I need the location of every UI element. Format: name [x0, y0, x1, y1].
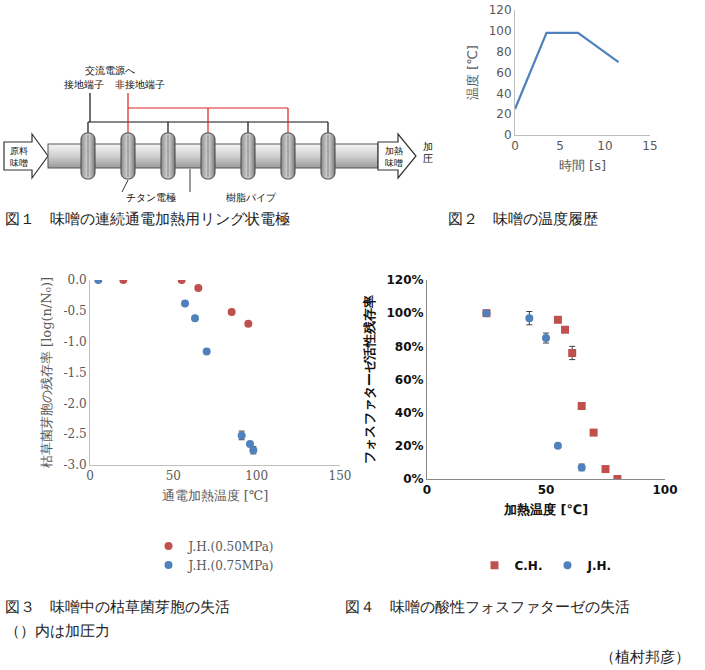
svg-text:加: 加 [423, 141, 433, 152]
svg-text:0%: 0% [403, 472, 423, 486]
svg-text:20: 20 [496, 107, 511, 121]
svg-text:C.H.: C.H. [515, 559, 543, 573]
svg-text:10: 10 [597, 139, 612, 153]
svg-text:-1.0: -1.0 [63, 335, 86, 349]
svg-text:0: 0 [504, 128, 512, 142]
svg-text:20%: 20% [395, 439, 424, 453]
svg-text:50: 50 [538, 483, 555, 497]
svg-text:100%: 100% [387, 306, 424, 320]
svg-text:温度 [℃]: 温度 [℃] [465, 45, 480, 100]
svg-text:枯草菌芽胞の残存率 [log(n/N₀)]: 枯草菌芽胞の残存率 [log(n/N₀)] [39, 277, 54, 468]
html-text:図３ 味噌中の枯草菌芽胞の失活: 図３ 味噌中の枯草菌芽胞の失活 [5, 598, 230, 616]
svg-text:60: 60 [496, 66, 511, 80]
svg-text:接地端子: 接地端子 [64, 79, 104, 90]
svg-text:加熱温度 [℃]: 加熱温度 [℃] [503, 502, 588, 517]
svg-text:非接地端子: 非接地端子 [115, 79, 165, 90]
svg-text:40%: 40% [395, 406, 424, 420]
svg-text:J.H.: J.H. [586, 559, 611, 573]
svg-text:120%: 120% [387, 273, 424, 287]
svg-text:時間 [s]: 時間 [s] [559, 158, 606, 173]
svg-text:樹脂パイプ: 樹脂パイプ [226, 192, 277, 203]
svg-text:-2.5: -2.5 [63, 427, 86, 441]
svg-text:60%: 60% [395, 373, 424, 387]
svg-text:-1.5: -1.5 [63, 366, 86, 380]
svg-text:J.H.(0.50MPa): J.H.(0.50MPa) [187, 540, 274, 554]
svg-text:80: 80 [496, 45, 511, 59]
svg-text:150: 150 [329, 469, 352, 483]
svg-text:-3.0: -3.0 [63, 458, 86, 472]
html-text:図１ 味噌の連続通電加熱用リング状電極: 図１ 味噌の連続通電加熱用リング状電極 [5, 210, 290, 228]
svg-text:チタン電極: チタン電極 [126, 192, 176, 203]
svg-text:5: 5 [556, 139, 564, 153]
svg-text:50: 50 [166, 469, 181, 483]
svg-text:100: 100 [652, 483, 677, 497]
svg-text:40: 40 [496, 87, 511, 101]
svg-text:-0.5: -0.5 [63, 304, 86, 318]
html-text:（植村邦彦）: （植村邦彦） [600, 648, 690, 666]
svg-text:原料: 原料 [10, 146, 28, 156]
html-text:（）内は加圧力: （）内は加圧力 [5, 622, 110, 640]
svg-text:味噌: 味噌 [10, 158, 28, 168]
svg-text:-2.0: -2.0 [63, 397, 86, 411]
svg-text:0: 0 [511, 139, 519, 153]
svg-text:0: 0 [423, 483, 431, 497]
svg-text:J.H.(0.75MPa): J.H.(0.75MPa) [187, 559, 274, 573]
svg-text:加熱: 加熱 [385, 146, 403, 156]
svg-text:圧: 圧 [423, 153, 433, 164]
svg-text:0: 0 [86, 469, 94, 483]
svg-text:100: 100 [489, 24, 512, 38]
html-text:図４ 味噌の酸性フォスファターゼの失活: 図４ 味噌の酸性フォスファターゼの失活 [345, 598, 630, 616]
svg-text:15: 15 [642, 139, 657, 153]
svg-text:120: 120 [489, 3, 512, 17]
svg-text:通電加熱温度 [℃]: 通電加熱温度 [℃] [162, 488, 269, 503]
svg-text:交流電源へ: 交流電源へ [85, 65, 135, 76]
svg-text:100: 100 [245, 469, 268, 483]
svg-text:味噌: 味噌 [385, 158, 403, 168]
svg-text:80%: 80% [395, 340, 424, 354]
svg-text:0.0: 0.0 [68, 273, 87, 287]
svg-text:フォスファターゼ活性残存率: フォスファターゼ活性残存率 [362, 295, 377, 464]
html-text:図２ 味噌の温度履歴: 図２ 味噌の温度履歴 [448, 210, 598, 228]
